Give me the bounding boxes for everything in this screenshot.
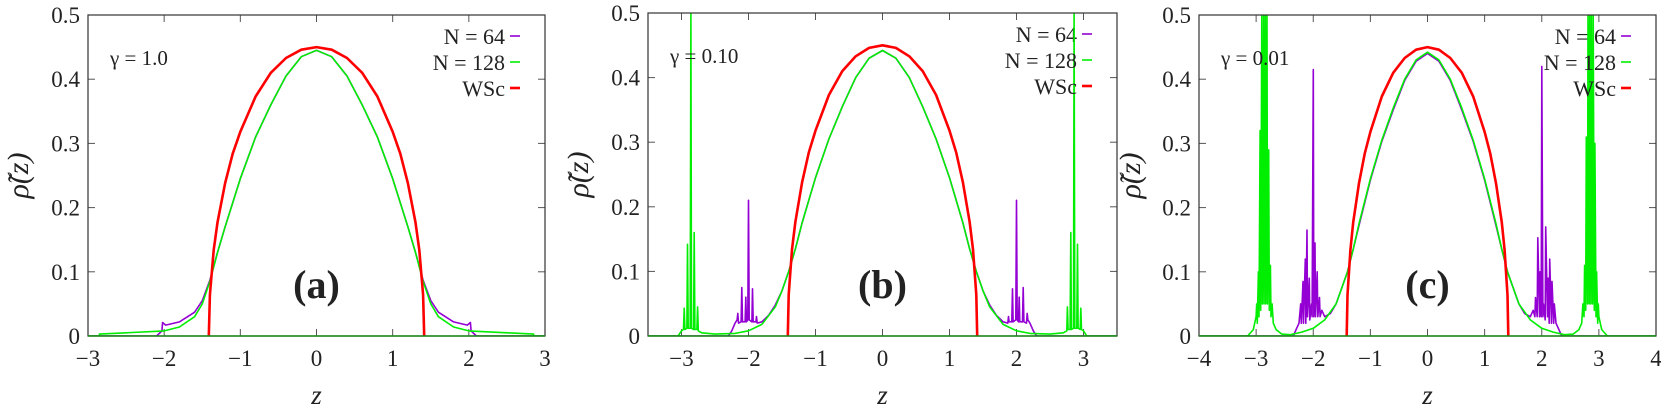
y-tick-label: 0.4 [611, 66, 640, 91]
x-tick-label: 2 [463, 346, 475, 371]
y-tick-label: 0.1 [51, 260, 80, 285]
legend-label: N = 64 [1555, 24, 1616, 49]
y-tick-label: 0.5 [611, 1, 640, 26]
x-tick-label: 0 [877, 346, 889, 371]
series-line-wsc [207, 45, 426, 336]
panel-a: −3 −2 −1 0 1 2 3 0 0.1 0.2 0.3 0.4 0.5 N = 64N = 128W… [2, 3, 551, 410]
y-tick-label: 0.1 [611, 259, 640, 284]
y-axis-label: ρ̃(z) [2, 152, 35, 199]
y-tick-label: 0.5 [1162, 3, 1191, 28]
x-tick-label: −1 [1358, 346, 1382, 371]
x-tick-label: −2 [152, 346, 176, 371]
x-tick-label: −3 [76, 346, 100, 371]
legend-label: N = 128 [1005, 48, 1077, 73]
x-tick-label: −2 [736, 346, 760, 371]
x-tick-label: −4 [1187, 346, 1212, 371]
x-tick-label: 3 [539, 346, 551, 371]
x-tick-label: −3 [669, 346, 693, 371]
x-tick-label: −3 [1244, 346, 1268, 371]
panel-label: (c) [1405, 262, 1449, 307]
gamma-annotation: γ = 0.01 [1220, 46, 1289, 70]
x-axis-label: z [310, 380, 322, 410]
panel-c: −4 −3 −2 −1 0 1 2 3 4 0 0.1 0.2 0.3 0.4 0.5 N = 64N = 1… [1114, 3, 1661, 410]
y-tick-label: 0.4 [1162, 67, 1191, 92]
x-tick-label: 4 [1650, 346, 1661, 371]
series-line-wsc [786, 44, 979, 336]
legend-label: N = 128 [1544, 50, 1616, 75]
x-tick-label: 2 [1536, 346, 1548, 371]
x-tick-label: −1 [228, 346, 252, 371]
x-tick-label: 0 [311, 346, 323, 371]
gamma-annotation: γ = 1.0 [109, 46, 168, 70]
series-line-n128 [648, 13, 1117, 336]
x-axis-label: z [876, 380, 888, 410]
x-tick-label: 0 [1422, 346, 1434, 371]
x-tick-label: −1 [803, 346, 827, 371]
legend-label: N = 64 [444, 24, 505, 49]
legend-label: WSc [462, 76, 505, 101]
legend-label: WSc [1573, 76, 1616, 101]
panel-label: (a) [293, 262, 340, 307]
x-tick-label: 1 [1479, 346, 1491, 371]
x-tick-label: 1 [944, 346, 956, 371]
y-tick-label: 0 [1180, 324, 1192, 349]
y-tick-label: 0 [69, 324, 81, 349]
legend-label: N = 128 [433, 50, 505, 75]
y-tick-label: 0.3 [51, 131, 80, 156]
y-tick-label: 0.2 [1162, 196, 1191, 221]
series-line-n128 [88, 49, 545, 336]
series-line-n64 [1199, 52, 1656, 336]
gamma-annotation: γ = 0.10 [669, 44, 738, 68]
panel-b: −3 −2 −1 0 1 2 3 0 0.1 0.2 0.3 0.4 0.5 N = 64N = 128W… [562, 1, 1118, 410]
x-tick-label: 3 [1593, 346, 1605, 371]
x-tick-label: −2 [1301, 346, 1325, 371]
series-line-n128 [1199, 15, 1656, 336]
y-tick-label: 0.4 [51, 67, 80, 92]
y-tick-label: 0.3 [611, 130, 640, 155]
y-tick-label: 0.2 [611, 195, 640, 220]
x-tick-label: 3 [1078, 346, 1090, 371]
series-line-wsc [1345, 45, 1510, 336]
y-tick-label: 0.5 [51, 3, 80, 28]
legend-label: N = 64 [1016, 22, 1077, 47]
x-tick-label: 2 [1011, 346, 1023, 371]
y-axis-label: ρ̃(z) [1114, 152, 1147, 199]
y-tick-label: 0.2 [51, 196, 80, 221]
y-tick-label: 0.3 [1162, 131, 1191, 156]
y-axis-label: ρ̃(z) [562, 151, 595, 198]
x-tick-label: 1 [387, 346, 399, 371]
panel-label: (b) [858, 262, 907, 307]
y-tick-label: 0.1 [1162, 260, 1191, 285]
y-tick-label: 0 [629, 324, 641, 349]
legend-label: WSc [1034, 74, 1077, 99]
x-axis-label: z [1421, 380, 1433, 410]
